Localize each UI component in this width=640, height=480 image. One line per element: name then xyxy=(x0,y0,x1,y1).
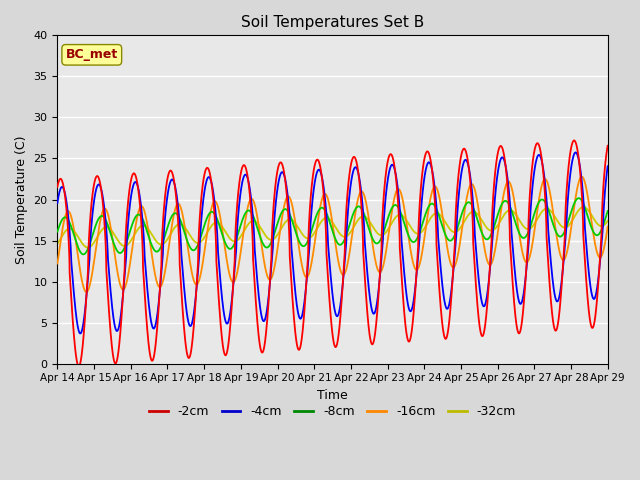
X-axis label: Time: Time xyxy=(317,389,348,402)
Text: BC_met: BC_met xyxy=(66,48,118,61)
Y-axis label: Soil Temperature (C): Soil Temperature (C) xyxy=(15,135,28,264)
Title: Soil Temperatures Set B: Soil Temperatures Set B xyxy=(241,15,424,30)
Legend: -2cm, -4cm, -8cm, -16cm, -32cm: -2cm, -4cm, -8cm, -16cm, -32cm xyxy=(144,400,521,423)
